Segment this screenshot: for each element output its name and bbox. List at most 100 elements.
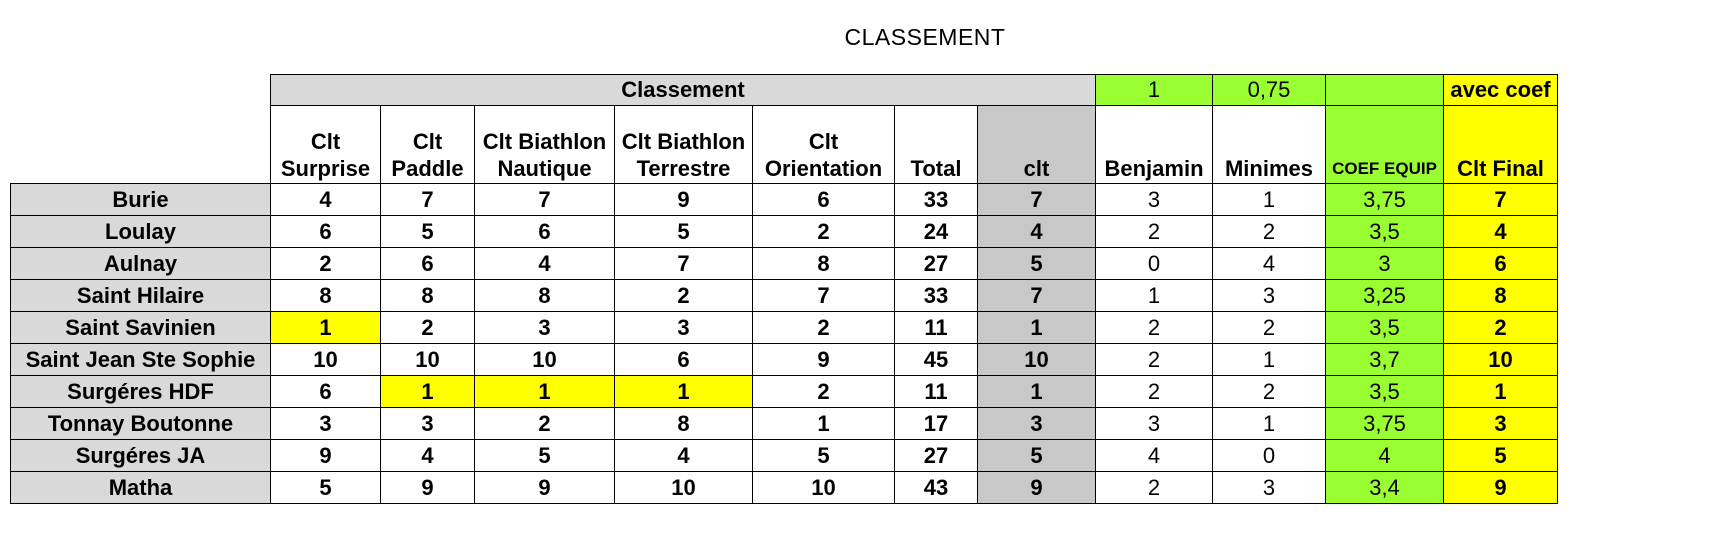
cell-biathlon-terrestre: 4 <box>614 439 753 472</box>
cell-total: 33 <box>894 279 978 312</box>
table-row: Tonnay Boutonne 3 3 2 8 1 17 3 3 1 3,75 3 <box>10 407 1558 440</box>
cell-clt: 1 <box>977 375 1096 408</box>
cell-orientation: 2 <box>752 215 895 248</box>
table-row: Saint Hilaire 8 8 8 2 7 33 7 1 3 3,25 8 <box>10 279 1558 312</box>
header-row-top: Classement 1 0,75 avec coef <box>11 74 1558 106</box>
cell-biathlon-nautique: 3 <box>474 311 615 344</box>
cell-biathlon-nautique: 9 <box>474 471 615 504</box>
cell-coef-equip: 3,75 <box>1325 183 1444 216</box>
cell-clt: 1 <box>977 311 1096 344</box>
cell-total: 11 <box>894 375 978 408</box>
minimes-coef: 0,75 <box>1212 74 1326 106</box>
cell-paddle: 5 <box>380 215 475 248</box>
page-title: CLASSEMENT <box>844 24 1006 50</box>
coef-equip-top <box>1325 74 1444 106</box>
cell-biathlon-terrestre: 1 <box>614 375 753 408</box>
cell-benjamin: 0 <box>1095 247 1213 280</box>
cell-orientation: 10 <box>752 471 895 504</box>
team-column-header <box>11 106 271 184</box>
cell-clt-final: 3 <box>1443 407 1558 440</box>
cell-surprise: 9 <box>270 439 381 472</box>
cell-clt-final: 8 <box>1443 279 1558 312</box>
cell-benjamin: 4 <box>1095 439 1213 472</box>
cell-clt-final: 5 <box>1443 439 1558 472</box>
cell-biathlon-nautique: 8 <box>474 279 615 312</box>
cell-total: 33 <box>894 183 978 216</box>
cell-minimes: 3 <box>1212 471 1326 504</box>
cell-surprise: 1 <box>270 311 381 344</box>
cell-biathlon-nautique: 6 <box>474 215 615 248</box>
cell-clt-final: 9 <box>1443 471 1558 504</box>
cell-orientation: 2 <box>752 375 895 408</box>
cell-minimes: 2 <box>1212 215 1326 248</box>
cell-clt-final: 10 <box>1443 343 1558 376</box>
cell-coef-equip: 3,75 <box>1325 407 1444 440</box>
col-header-benjamin: Benjamin <box>1095 105 1213 184</box>
cell-total: 43 <box>894 471 978 504</box>
header-row-columns: Clt Surprise Clt Paddle Clt Biathlon Nautiq… <box>11 105 1558 184</box>
cell-clt-final: 6 <box>1443 247 1558 280</box>
cell-clt: 5 <box>977 439 1096 472</box>
cell-surprise: 6 <box>270 375 381 408</box>
cell-paddle: 7 <box>380 183 475 216</box>
cell-coef-equip: 3,7 <box>1325 343 1444 376</box>
cell-minimes: 3 <box>1212 279 1326 312</box>
cell-clt: 5 <box>977 247 1096 280</box>
table-row: Loulay 6 5 6 5 2 24 4 2 2 3,5 4 <box>10 215 1558 248</box>
cell-clt-final: 2 <box>1443 311 1558 344</box>
cell-paddle: 3 <box>380 407 475 440</box>
cell-benjamin: 2 <box>1095 343 1213 376</box>
cell-paddle: 4 <box>380 439 475 472</box>
cell-total: 17 <box>894 407 978 440</box>
cell-paddle: 10 <box>380 343 475 376</box>
team-name: Surgéres HDF <box>10 375 271 408</box>
table-row: Matha 5 9 9 10 10 43 9 2 3 3,4 9 <box>10 471 1558 504</box>
cell-paddle: 6 <box>380 247 475 280</box>
cell-total: 24 <box>894 215 978 248</box>
cell-total: 11 <box>894 311 978 344</box>
cell-orientation: 2 <box>752 311 895 344</box>
cell-minimes: 1 <box>1212 407 1326 440</box>
cell-clt: 10 <box>977 343 1096 376</box>
cell-clt: 7 <box>977 279 1096 312</box>
col-header-minimes: Minimes <box>1212 105 1326 184</box>
cell-paddle: 9 <box>380 471 475 504</box>
cell-orientation: 8 <box>752 247 895 280</box>
cell-benjamin: 2 <box>1095 311 1213 344</box>
cell-total: 27 <box>894 247 978 280</box>
table-row: Saint Savinien 1 2 3 3 2 11 1 2 2 3,5 2 <box>10 311 1558 344</box>
cell-paddle: 1 <box>380 375 475 408</box>
cell-biathlon-terrestre: 10 <box>614 471 753 504</box>
cell-clt: 3 <box>977 407 1096 440</box>
cell-orientation: 1 <box>752 407 895 440</box>
cell-total: 45 <box>894 343 978 376</box>
team-name: Aulnay <box>10 247 271 280</box>
cell-total: 27 <box>894 439 978 472</box>
cell-minimes: 0 <box>1212 439 1326 472</box>
cell-coef-equip: 4 <box>1325 439 1444 472</box>
cell-biathlon-nautique: 1 <box>474 375 615 408</box>
cell-clt-final: 4 <box>1443 215 1558 248</box>
table-row: Aulnay 2 6 4 7 8 27 5 0 4 3 6 <box>10 247 1558 280</box>
cell-coef-equip: 3,5 <box>1325 311 1444 344</box>
cell-minimes: 1 <box>1212 343 1326 376</box>
cell-benjamin: 1 <box>1095 279 1213 312</box>
cell-surprise: 6 <box>270 215 381 248</box>
team-name: Loulay <box>10 215 271 248</box>
cell-surprise: 4 <box>270 183 381 216</box>
cell-paddle: 8 <box>380 279 475 312</box>
cell-minimes: 2 <box>1212 311 1326 344</box>
cell-minimes: 2 <box>1212 375 1326 408</box>
cell-surprise: 2 <box>270 247 381 280</box>
cell-biathlon-terrestre: 3 <box>614 311 753 344</box>
cell-clt-final: 7 <box>1443 183 1558 216</box>
avec-coef-header: avec coef <box>1443 74 1558 106</box>
cell-orientation: 6 <box>752 183 895 216</box>
col-header-coef-equip: COEF EQUIP <box>1325 105 1444 184</box>
cell-benjamin: 2 <box>1095 375 1213 408</box>
cell-clt: 7 <box>977 183 1096 216</box>
cell-biathlon-nautique: 10 <box>474 343 615 376</box>
cell-coef-equip: 3,5 <box>1325 375 1444 408</box>
col-header-biathlon-nautique: Clt Biathlon Nautique <box>474 105 615 184</box>
cell-surprise: 5 <box>270 471 381 504</box>
